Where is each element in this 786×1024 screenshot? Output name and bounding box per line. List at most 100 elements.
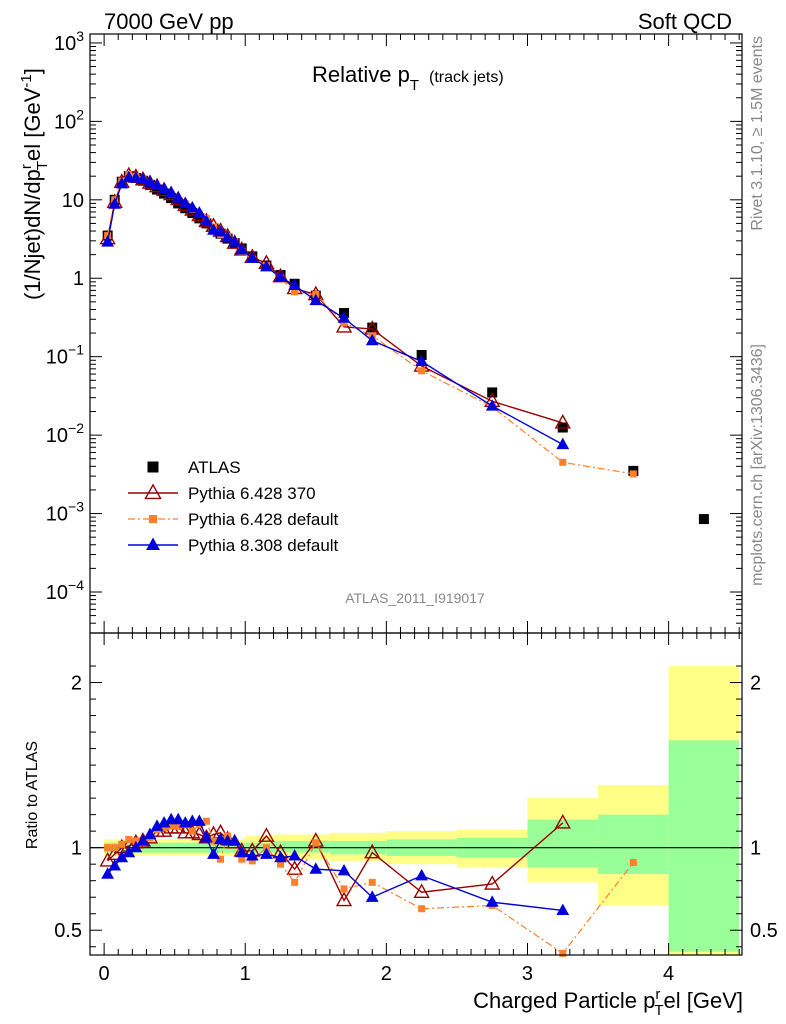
main-point-pythia-8-308-default-9 bbox=[164, 185, 178, 198]
main-y-tick-label: 10−4 bbox=[46, 577, 84, 604]
main-panel-marks bbox=[99, 166, 709, 525]
ratio-point-pythia-6-428-default-1 bbox=[111, 844, 119, 852]
ratio-y-tick-label-left: 1 bbox=[71, 838, 82, 860]
main-point-pythia-8-308-default-26 bbox=[365, 333, 379, 346]
main-point-pythia-8-308-default-18 bbox=[228, 235, 242, 247]
main-y-tick-label: 10−3 bbox=[46, 499, 84, 526]
legend-marker-pythia-8-308-default bbox=[146, 537, 160, 551]
ratio-point-pythia-6-428-default-26 bbox=[368, 878, 376, 886]
main-line-pythia-6-428-370 bbox=[106, 174, 563, 424]
ratio-point-pythia-8-308-default-16 bbox=[214, 832, 227, 845]
x-tick-label: 1 bbox=[240, 963, 251, 985]
ratio-uncertainty-bands bbox=[90, 666, 742, 955]
main-y-tick-label: 102 bbox=[54, 106, 84, 133]
ratio-point-pythia-6-428-default-23 bbox=[291, 878, 299, 886]
ratio-y-tick-label-right: 2 bbox=[750, 673, 761, 695]
x-tick-label: 3 bbox=[522, 963, 533, 985]
main-y-tick-label: 10−2 bbox=[46, 420, 84, 447]
band-inner-3 bbox=[273, 841, 330, 853]
ratio-y-tick-label-left: 2 bbox=[71, 673, 82, 695]
legend-marker-pythia-6-428-370 bbox=[144, 483, 162, 500]
ratio-point-pythia-6-428-default-2 bbox=[118, 840, 126, 848]
ratio-point-pythia-8-308-default-21 bbox=[260, 847, 273, 859]
ratio-point-pythia-8-308-default-22 bbox=[274, 850, 287, 863]
main-point-atlas-11 bbox=[180, 203, 191, 214]
ratio-point-pythia-8-308-default-5 bbox=[136, 834, 150, 846]
main-point-pythia-8-308-default-1 bbox=[108, 197, 122, 209]
side-label-rivet: Rivet 3.1.10, ≥ 1.5M events bbox=[749, 36, 766, 231]
ratio-point-pythia-6-428-default-15 bbox=[209, 837, 217, 845]
main-y-axis-label: (1/Njet)dN/dprTel [GeV-1] bbox=[18, 68, 51, 300]
ratio-point-pythia-8-308-default-20 bbox=[245, 849, 259, 861]
ratio-point-pythia-6-428-370-13 bbox=[191, 825, 208, 841]
ratio-point-pythia-8-308-default-24 bbox=[309, 862, 323, 874]
ratio-y-tick-label-left: 0.5 bbox=[54, 920, 82, 942]
ratio-point-pythia-6-428-default-3 bbox=[125, 835, 133, 843]
x-tick-label: 2 bbox=[381, 963, 392, 985]
ratio-point-pythia-6-428-default-14 bbox=[202, 817, 210, 825]
legend-marker-atlas bbox=[147, 461, 159, 473]
main-point-atlas-10 bbox=[173, 198, 184, 209]
main-point-pythia-8-308-default-6 bbox=[143, 175, 157, 187]
main-point-pythia-8-308-default-24 bbox=[309, 293, 323, 306]
main-point-pythia-8-308-default-11 bbox=[178, 196, 192, 209]
ratio-point-pythia-6-428-default-30 bbox=[629, 859, 637, 867]
ratio-point-pythia-6-428-default-8 bbox=[160, 824, 168, 832]
ratio-point-pythia-8-308-default-1 bbox=[108, 859, 122, 871]
ratio-point-pythia-6-428-default-24 bbox=[312, 839, 320, 847]
ratio-point-pythia-8-308-default-23 bbox=[288, 849, 302, 861]
main-point-atlas-26 bbox=[367, 322, 378, 333]
main-point-pythia-8-308-default-10 bbox=[171, 191, 185, 203]
header-right: Soft QCD bbox=[638, 9, 732, 34]
main-panel-title: Relative pT (track jets) bbox=[312, 62, 504, 94]
main-point-pythia-8-308-default-12 bbox=[185, 201, 199, 213]
main-y-tick-label: 103 bbox=[54, 28, 84, 55]
main-point-atlas-8 bbox=[159, 188, 170, 199]
main-point-pythia-6-428-default-23 bbox=[291, 288, 299, 296]
main-point-pythia-8-308-default-8 bbox=[157, 182, 171, 194]
main-point-pythia-8-308-default-7 bbox=[150, 178, 164, 190]
ratio-point-pythia-8-308-default-3 bbox=[122, 845, 136, 858]
ratio-point-pythia-6-428-370-25 bbox=[335, 891, 353, 907]
ratio-frame bbox=[89, 632, 743, 956]
ratio-point-pythia-6-428-370-23 bbox=[286, 860, 303, 875]
main-point-pythia-6-428-default-25 bbox=[340, 319, 348, 327]
ratio-point-pythia-6-428-370-14 bbox=[198, 828, 215, 844]
x-tick-label: 4 bbox=[663, 963, 674, 985]
title-extra: (track jets) bbox=[429, 69, 504, 86]
ratio-point-pythia-6-428-default-22 bbox=[277, 860, 285, 868]
side-label-mcplots: mcplots.cern.ch [arXiv:1306.3436] bbox=[749, 344, 766, 586]
ratio-point-pythia-8-308-default-18 bbox=[228, 834, 242, 846]
ratio-point-pythia-8-308-default-7 bbox=[150, 819, 164, 831]
main-point-atlas-31 bbox=[698, 514, 709, 525]
main-point-atlas-13 bbox=[194, 213, 205, 224]
main-y-tick-label: 10 bbox=[62, 190, 84, 212]
main-y-tick-label: 1 bbox=[73, 268, 84, 290]
ratio-point-pythia-8-308-default-14 bbox=[200, 830, 213, 843]
ratio-point-pythia-8-308-default-29 bbox=[556, 903, 570, 916]
legend-label-pythia-6-428-370: Pythia 6.428 370 bbox=[188, 484, 316, 503]
ratio-point-pythia-6-428-370-21 bbox=[258, 827, 275, 842]
main-point-pythia-6-428-370-29 bbox=[554, 414, 571, 429]
header-left: 7000 GeV pp bbox=[104, 9, 234, 34]
title-subscript: T bbox=[410, 77, 419, 94]
legend: ATLAS Pythia 6.428 370 Pythia 6.428 defaul… bbox=[128, 458, 339, 555]
title-main: Relative p bbox=[312, 62, 410, 87]
ratio-point-pythia-6-428-default-10 bbox=[174, 822, 182, 830]
main-point-pythia-8-308-default-13 bbox=[192, 206, 206, 218]
main-point-pythia-8-308-default-21 bbox=[260, 259, 273, 272]
ratio-y-tick-label-right: 1 bbox=[750, 838, 761, 860]
x-tick-label: 0 bbox=[99, 963, 110, 985]
ratio-point-pythia-8-308-default-25 bbox=[337, 863, 351, 876]
ratio-point-pythia-8-308-default-28 bbox=[485, 895, 499, 907]
main-point-pythia-8-308-default-27 bbox=[415, 354, 429, 367]
x-axis-label: Charged Particle pr Tel [GeV] bbox=[473, 986, 743, 1019]
main-point-pythia-6-428-default-29 bbox=[559, 458, 567, 466]
ratio-point-pythia-8-308-default-26 bbox=[365, 890, 379, 902]
ratio-point-pythia-8-308-default-2 bbox=[115, 850, 129, 863]
main-point-pythia-8-308-default-15 bbox=[207, 223, 220, 235]
ratio-point-pythia-8-308-default-8 bbox=[157, 816, 171, 828]
ratio-point-pythia-6-428-default-27 bbox=[418, 905, 426, 913]
